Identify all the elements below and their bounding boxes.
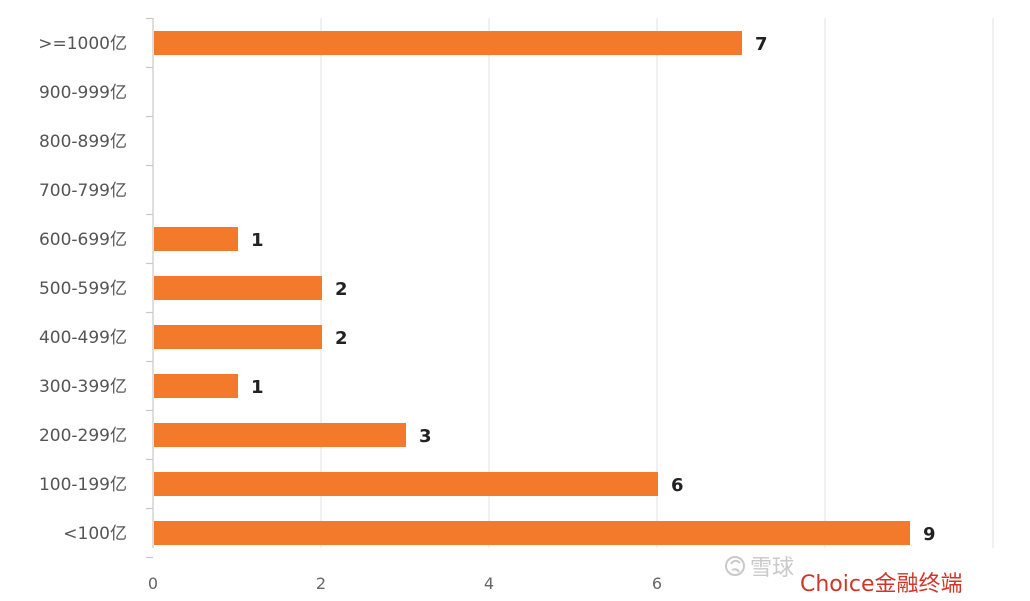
x-tick-label: 4 <box>484 574 494 593</box>
category-label: >=1000亿 <box>38 34 127 54</box>
data-label: 9 <box>923 524 936 545</box>
bar <box>154 31 742 55</box>
data-label: 7 <box>755 34 768 55</box>
x-tick-label: 2 <box>316 574 326 593</box>
watermark-left-text: 雪球 <box>750 556 794 581</box>
bar <box>154 325 322 349</box>
data-label: 3 <box>419 426 432 447</box>
category-label: 600-699亿 <box>39 230 127 250</box>
category-label: 400-499亿 <box>39 328 127 348</box>
labels: 0 2 4 6 >=1000亿 7 900-999亿 800-899亿 700-799亿 600-… <box>38 34 935 593</box>
category-label: 300-399亿 <box>39 377 127 397</box>
category-label: 900-999亿 <box>39 83 127 103</box>
bar <box>154 276 322 300</box>
data-label: 2 <box>335 279 348 300</box>
bar <box>154 521 910 545</box>
category-label: 700-799亿 <box>39 181 127 201</box>
bar <box>154 423 406 447</box>
data-label: 1 <box>251 230 264 251</box>
data-label: 2 <box>335 328 348 349</box>
axes <box>146 17 154 559</box>
category-label: 200-299亿 <box>39 426 127 446</box>
bar <box>154 374 238 398</box>
category-label: <100亿 <box>63 524 127 544</box>
weibo-logo-icon <box>725 556 745 576</box>
data-label: 6 <box>671 475 684 496</box>
category-label: 100-199亿 <box>39 475 127 495</box>
x-tick-label: 0 <box>148 574 158 593</box>
category-label: 500-599亿 <box>39 279 127 299</box>
gridlines <box>320 18 994 548</box>
watermark-right-text: Choice金融终端 <box>800 572 963 597</box>
bars <box>154 31 910 545</box>
category-label: 800-899亿 <box>39 132 127 152</box>
bar <box>154 472 658 496</box>
bar <box>154 227 238 251</box>
x-tick-label: 6 <box>652 574 662 593</box>
data-label: 1 <box>251 377 264 398</box>
watermark: 雪球 Choice金融终端 <box>725 556 963 597</box>
